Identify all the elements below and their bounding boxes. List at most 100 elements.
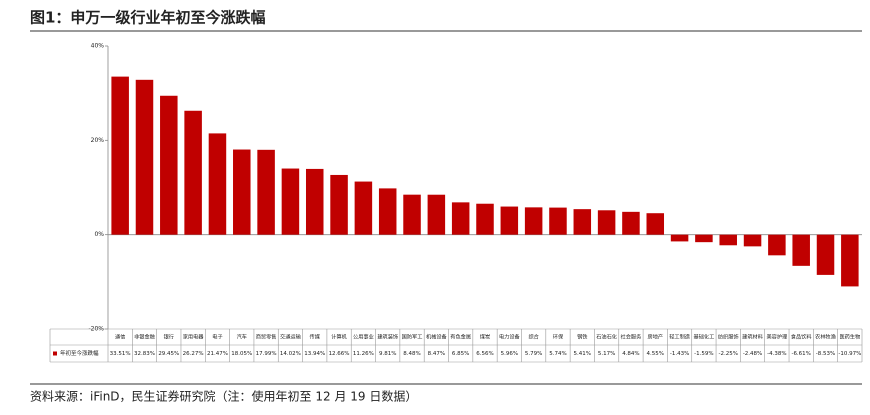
table-value: 8.47% bbox=[428, 351, 445, 357]
bar bbox=[573, 209, 592, 235]
table-value: 5.79% bbox=[525, 351, 542, 357]
table-value: 32.83% bbox=[134, 351, 155, 357]
table-value: 17.99% bbox=[256, 351, 277, 357]
x-tick-label: 计算机 bbox=[331, 333, 347, 341]
x-tick-label: 房地产 bbox=[647, 333, 663, 341]
table-value: -1.59% bbox=[694, 351, 713, 357]
bar bbox=[816, 234, 835, 275]
x-tick-label: 煤炭 bbox=[480, 333, 490, 341]
table-value: 29.45% bbox=[158, 351, 179, 357]
table-value: 13.94% bbox=[304, 351, 325, 357]
bar bbox=[695, 234, 713, 243]
bar bbox=[476, 203, 494, 235]
x-tick-label: 医药生物 bbox=[839, 333, 860, 341]
bar bbox=[549, 207, 567, 235]
bar bbox=[111, 76, 129, 235]
x-tick-label: 交通运输 bbox=[280, 333, 302, 341]
x-tick-label: 食品饮料 bbox=[791, 333, 812, 341]
x-tick-label: 轻工制造 bbox=[669, 333, 691, 341]
x-tick-label: 农林牧渔 bbox=[815, 333, 836, 341]
legend-label: 年初至今涨跌幅 bbox=[60, 349, 99, 357]
table-value: -2.48% bbox=[743, 351, 762, 357]
table-value: 18.05% bbox=[231, 351, 252, 357]
x-tick-label: 银行 bbox=[164, 333, 174, 341]
table-value: 4.55% bbox=[647, 351, 664, 357]
x-tick-label: 有色金属 bbox=[450, 333, 471, 341]
table-value: 12.66% bbox=[329, 351, 350, 357]
x-tick-label: 石油石化 bbox=[596, 333, 617, 341]
table-value: 14.02% bbox=[280, 351, 301, 357]
source-note: 资料来源：iFinD，民生证券研究院（注：使用年初至 12 月 19 日数据） bbox=[30, 389, 417, 404]
x-tick-label: 环保 bbox=[553, 333, 564, 341]
bar bbox=[622, 211, 640, 235]
table-value: 5.17% bbox=[598, 351, 615, 357]
bar bbox=[233, 149, 251, 235]
table-value: 4.84% bbox=[622, 351, 639, 357]
bar bbox=[719, 234, 737, 246]
y-tick-label: 20% bbox=[91, 137, 105, 144]
x-tick-label: 传媒 bbox=[310, 333, 321, 341]
bar bbox=[330, 174, 348, 235]
y-tick-label: 0% bbox=[94, 231, 104, 238]
bar bbox=[427, 194, 446, 235]
x-tick-label: 综合 bbox=[528, 333, 539, 341]
x-tick-label: 汽车 bbox=[237, 333, 247, 341]
bar bbox=[792, 234, 810, 266]
table-value: -2.25% bbox=[718, 351, 737, 357]
bar bbox=[160, 95, 178, 235]
bar bbox=[451, 202, 470, 235]
table-value: 5.96% bbox=[501, 351, 518, 357]
bar bbox=[378, 188, 397, 235]
table-value: -1.43% bbox=[670, 351, 689, 357]
table-value: -6.61% bbox=[791, 351, 810, 357]
bar bbox=[403, 194, 421, 235]
bar bbox=[646, 213, 665, 235]
bar bbox=[184, 110, 202, 235]
table-value: 5.74% bbox=[549, 351, 566, 357]
table-value: 33.51% bbox=[110, 351, 131, 357]
x-tick-label: 国防军工 bbox=[402, 333, 423, 341]
x-tick-label: 纺织服饰 bbox=[718, 333, 739, 341]
table-value: 21.47% bbox=[207, 351, 228, 357]
x-tick-label: 社会服务 bbox=[621, 333, 642, 341]
x-tick-label: 非银金融 bbox=[134, 333, 155, 341]
table-value: -10.97% bbox=[838, 351, 861, 357]
bar bbox=[135, 79, 154, 235]
y-tick-label: 40% bbox=[91, 43, 105, 50]
bar bbox=[257, 149, 275, 235]
table-value: 5.41% bbox=[574, 351, 591, 357]
table-value: 11.26% bbox=[353, 351, 374, 357]
bar bbox=[354, 181, 373, 235]
x-tick-label: 电子 bbox=[212, 333, 222, 341]
x-tick-label: 美容护理 bbox=[766, 333, 788, 341]
table-value: 6.56% bbox=[476, 351, 493, 357]
x-tick-label: 钢铁 bbox=[577, 333, 587, 341]
x-tick-label: 建筑材料 bbox=[742, 333, 763, 341]
bar bbox=[500, 206, 519, 235]
x-tick-label: 通信 bbox=[115, 333, 125, 341]
table-value: -8.53% bbox=[816, 351, 835, 357]
bar bbox=[743, 234, 762, 247]
table-value: 8.48% bbox=[403, 351, 420, 357]
x-tick-label: 机械设备 bbox=[426, 333, 448, 341]
bar bbox=[841, 234, 859, 287]
bar bbox=[305, 168, 324, 235]
bar bbox=[208, 133, 227, 235]
bar bbox=[281, 168, 300, 235]
table-value: -4.38% bbox=[767, 351, 786, 357]
legend-swatch bbox=[53, 351, 57, 356]
x-tick-label: 电力设备 bbox=[499, 333, 521, 341]
x-tick-label: 家用电器 bbox=[183, 333, 205, 341]
bar bbox=[670, 234, 689, 242]
bar bbox=[524, 207, 543, 235]
bar bbox=[768, 234, 786, 256]
bar bbox=[597, 210, 616, 235]
x-tick-label: 商贸零售 bbox=[256, 333, 277, 341]
table-value: 6.85% bbox=[452, 351, 469, 357]
table-value: 9.81% bbox=[379, 351, 396, 357]
x-tick-label: 基础化工 bbox=[694, 333, 715, 341]
x-tick-label: 公用事业 bbox=[353, 333, 374, 341]
chart-title: 图1：申万一级行业年初至今涨跌幅 bbox=[30, 9, 265, 27]
table-value: 26.27% bbox=[183, 351, 204, 357]
